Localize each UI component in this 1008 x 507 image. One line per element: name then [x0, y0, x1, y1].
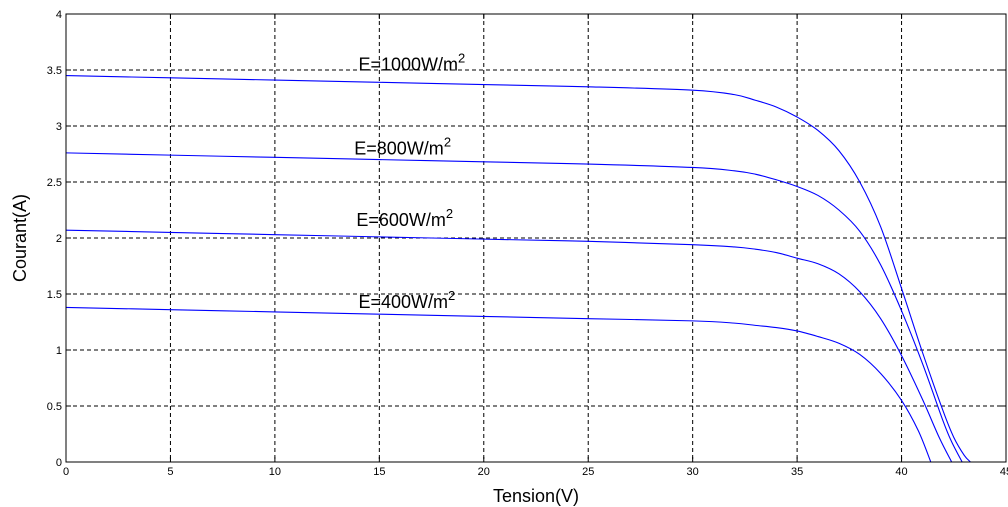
series-line-3 [65, 306, 932, 463]
series-annotation-3: E=400W/m2 [358, 288, 455, 312]
series-annotation-0: E=1000W/m2 [358, 50, 465, 74]
y-tick-label: 2 [56, 233, 62, 245]
series-lines [65, 75, 971, 463]
y-tick-label: 1.5 [47, 289, 62, 301]
x-tick-label: 25 [582, 466, 594, 478]
series-annotations: E=1000W/m2 E=800W/m2 E=600W/m2 E=400W/m2 [354, 50, 465, 311]
axis-ticks: 0 5 10 15 20 25 30 35 40 45 0 0.5 1 1.5 2 2.5 3 3.5 4 [47, 9, 1008, 478]
x-tick-label: 0 [63, 466, 69, 478]
x-tick-label: 30 [687, 466, 699, 478]
series-annotation-2: E=600W/m2 [356, 206, 453, 230]
series-line-1 [65, 152, 963, 463]
y-tick-label: 0 [56, 457, 62, 469]
x-axis-title: Tension(V) [493, 486, 579, 506]
x-tick-label: 20 [478, 466, 490, 478]
x-tick-label: 5 [167, 466, 173, 478]
y-tick-label: 0.5 [47, 401, 62, 413]
x-tick-label: 35 [791, 466, 803, 478]
series-annotation-1: E=800W/m2 [354, 134, 451, 158]
y-tick-label: 2.5 [47, 177, 62, 189]
series-line-0 [65, 75, 971, 463]
y-tick-label: 4 [56, 9, 62, 21]
y-tick-label: 1 [56, 345, 62, 357]
series-line-2 [65, 229, 953, 463]
x-tick-label: 10 [269, 466, 281, 478]
y-tick-label: 3.5 [47, 65, 62, 77]
y-axis-title: Courant(A) [10, 194, 30, 282]
y-tick-label: 3 [56, 121, 62, 133]
x-tick-label: 15 [373, 466, 385, 478]
x-tick-label: 45 [1000, 466, 1008, 478]
x-tick-label: 40 [895, 466, 907, 478]
grid [66, 14, 1006, 462]
